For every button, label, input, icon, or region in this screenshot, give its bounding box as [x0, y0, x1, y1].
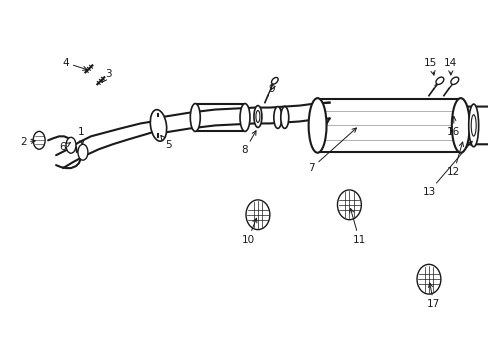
- Text: 12: 12: [446, 142, 463, 177]
- Text: 11: 11: [349, 208, 365, 244]
- Text: 14: 14: [443, 58, 456, 75]
- Ellipse shape: [451, 98, 469, 153]
- Text: 2: 2: [20, 137, 35, 147]
- Ellipse shape: [308, 98, 326, 153]
- Ellipse shape: [255, 111, 260, 122]
- Text: 10: 10: [241, 218, 256, 244]
- Ellipse shape: [66, 137, 76, 153]
- Ellipse shape: [33, 131, 45, 149]
- Text: 16: 16: [446, 116, 460, 138]
- Ellipse shape: [253, 105, 262, 127]
- Ellipse shape: [416, 264, 440, 294]
- Ellipse shape: [245, 200, 269, 230]
- Text: 1: 1: [78, 127, 84, 144]
- Text: 8: 8: [241, 131, 256, 155]
- Ellipse shape: [280, 107, 288, 129]
- Ellipse shape: [150, 110, 166, 141]
- Text: 5: 5: [161, 135, 171, 150]
- Ellipse shape: [337, 190, 361, 220]
- Text: 4: 4: [62, 58, 87, 71]
- Text: 17: 17: [427, 283, 440, 309]
- Text: 15: 15: [424, 58, 437, 75]
- Text: 6: 6: [60, 142, 70, 152]
- Ellipse shape: [273, 107, 281, 129]
- Ellipse shape: [78, 144, 88, 160]
- Text: 3: 3: [102, 69, 112, 83]
- Ellipse shape: [470, 115, 475, 136]
- Text: 13: 13: [422, 141, 471, 197]
- Ellipse shape: [468, 104, 478, 147]
- Ellipse shape: [190, 104, 200, 131]
- Ellipse shape: [450, 77, 458, 85]
- Ellipse shape: [435, 77, 443, 85]
- Ellipse shape: [271, 77, 278, 84]
- Text: 9: 9: [268, 84, 275, 94]
- Text: 7: 7: [307, 128, 356, 173]
- Ellipse shape: [240, 104, 249, 131]
